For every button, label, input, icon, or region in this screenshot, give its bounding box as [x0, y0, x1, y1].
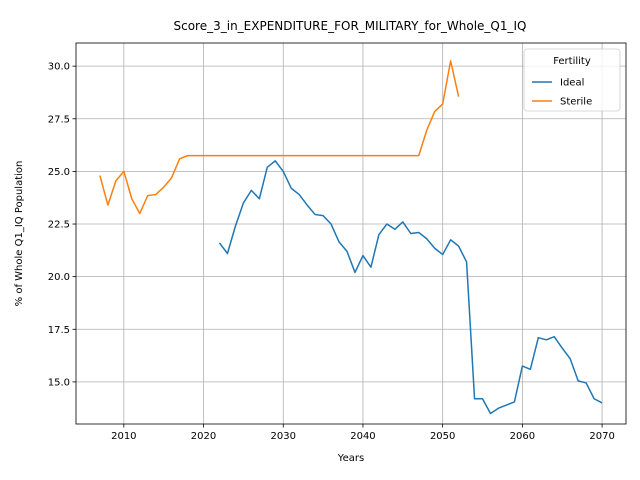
x-tick-label: 2060: [510, 431, 535, 442]
x-tick-label: 2050: [430, 431, 455, 442]
y-tick-label: 20.0: [48, 272, 70, 283]
tick-layer: 2010 2020 2030 2040 2050 2060 2070 15.0 17.5 20.0…: [48, 62, 615, 442]
y-tick-label: 15.0: [48, 377, 70, 388]
series-line-ideal: [218, 160, 603, 415]
chart-title: Score_3_in_EXPENDITURE_FOR_MILITARY_for_…: [174, 19, 527, 33]
legend-items: Ideal Sterile: [532, 78, 592, 108]
x-tick-label: 2040: [350, 431, 375, 442]
x-tick-label: 2070: [589, 431, 614, 442]
grid-layer: [76, 43, 626, 424]
series-layer: [99, 60, 603, 415]
legend-box: [523, 48, 621, 112]
x-axis-label: Years: [337, 453, 364, 464]
y-tick-label: 30.0: [48, 62, 70, 73]
legend-label-ideal: Ideal: [560, 78, 584, 89]
plot-frame: [75, 42, 627, 425]
x-tick-label: 2020: [191, 431, 216, 442]
legend-label-sterile: Sterile: [560, 97, 592, 108]
legend-title: Fertility: [553, 56, 591, 67]
y-tick-label: 27.5: [48, 114, 70, 125]
y-tick-label: 17.5: [48, 325, 70, 336]
y-axis-label: % of Whole Q1_IQ Population: [14, 161, 25, 307]
x-tick-label: 2030: [271, 431, 296, 442]
x-tick-label: 2010: [111, 431, 136, 442]
y-tick-label: 22.5: [48, 220, 70, 231]
y-tick-label: 25.0: [48, 167, 70, 178]
legend: Fertility Ideal Sterile: [523, 48, 621, 112]
series-line-sterile: [99, 60, 460, 215]
